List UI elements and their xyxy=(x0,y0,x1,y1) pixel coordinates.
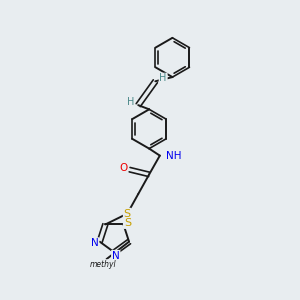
Text: S: S xyxy=(124,209,131,219)
Text: methyl: methyl xyxy=(90,260,116,268)
Text: H: H xyxy=(160,74,167,83)
Text: H: H xyxy=(127,97,134,107)
Text: NH: NH xyxy=(166,151,182,160)
Text: S: S xyxy=(124,218,131,228)
Text: O: O xyxy=(119,163,128,173)
Text: N: N xyxy=(91,238,98,248)
Text: N: N xyxy=(112,251,120,261)
